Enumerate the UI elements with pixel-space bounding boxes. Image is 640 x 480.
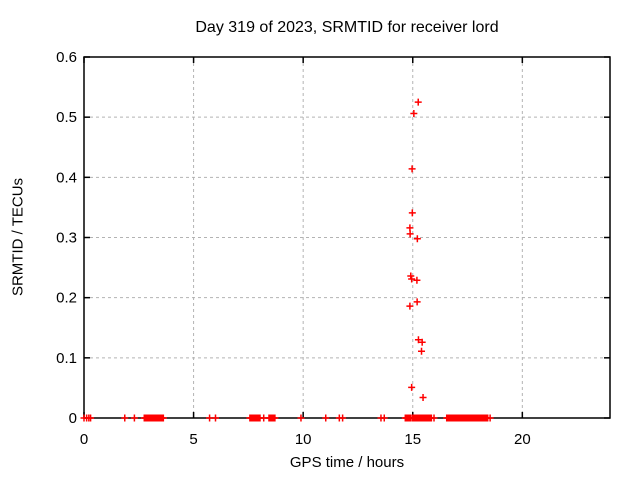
data-point-marker: [159, 414, 167, 422]
y-tick-labels: 0 0.1 0.2 0.3 0.4 0.5 0.6: [56, 49, 77, 427]
y-tick-label: 0.1: [56, 350, 77, 367]
data-point-marker: [256, 414, 264, 422]
y-tick-label: 0.6: [56, 49, 77, 66]
data-point-marker: [414, 98, 422, 106]
data-point-marker: [121, 414, 129, 422]
y-tick-label: 0.5: [56, 109, 77, 126]
data-point-marker: [427, 414, 435, 422]
x-tick-label: 0: [80, 431, 88, 448]
data-point-marker: [408, 165, 416, 173]
data-point-marker: [408, 275, 416, 283]
data-point-marker: [212, 414, 219, 422]
data-point-marker: [413, 276, 421, 284]
x-tick-labels: 0 5 10 15 20: [80, 431, 531, 448]
data-point-marker: [206, 414, 214, 422]
data-point-marker: [413, 235, 421, 243]
data-point-marker: [130, 414, 138, 422]
data-point-marker: [414, 336, 422, 344]
x-tick-label: 10: [295, 431, 312, 448]
y-tick-label: 0.4: [56, 169, 77, 186]
data-point-marker: [87, 414, 95, 422]
x-tick-label: 20: [514, 431, 531, 448]
data-point-marker: [297, 414, 305, 422]
data-point-marker: [418, 347, 426, 355]
x-axis-label: GPS time / hours: [289, 454, 405, 471]
data-point-marker: [408, 383, 416, 391]
data-point-marker: [322, 414, 330, 422]
data-point-marker: [408, 209, 416, 217]
gridlines: [83, 56, 610, 419]
data-point-marker: [484, 414, 492, 422]
x-tick-label: 15: [404, 431, 421, 448]
y-tick-label: 0.2: [56, 290, 77, 307]
data-point-marker: [410, 110, 418, 118]
y-tick-label: 0.3: [56, 230, 77, 247]
data-point-marker: [418, 338, 426, 346]
data-point-marker: [413, 298, 421, 306]
data-point-marker: [406, 302, 414, 310]
data-point-marker: [380, 414, 388, 422]
x-tick-label: 5: [189, 431, 197, 448]
chart-title: Day 319 of 2023, SRMTID for receiver lor…: [195, 19, 499, 36]
data-points: [80, 98, 494, 422]
y-tick-label: 0: [69, 410, 77, 427]
data-point-marker: [339, 414, 347, 422]
data-point-marker: [406, 224, 414, 232]
data-point-marker: [406, 230, 414, 238]
data-point-marker: [271, 414, 279, 422]
data-point-marker: [419, 394, 427, 402]
